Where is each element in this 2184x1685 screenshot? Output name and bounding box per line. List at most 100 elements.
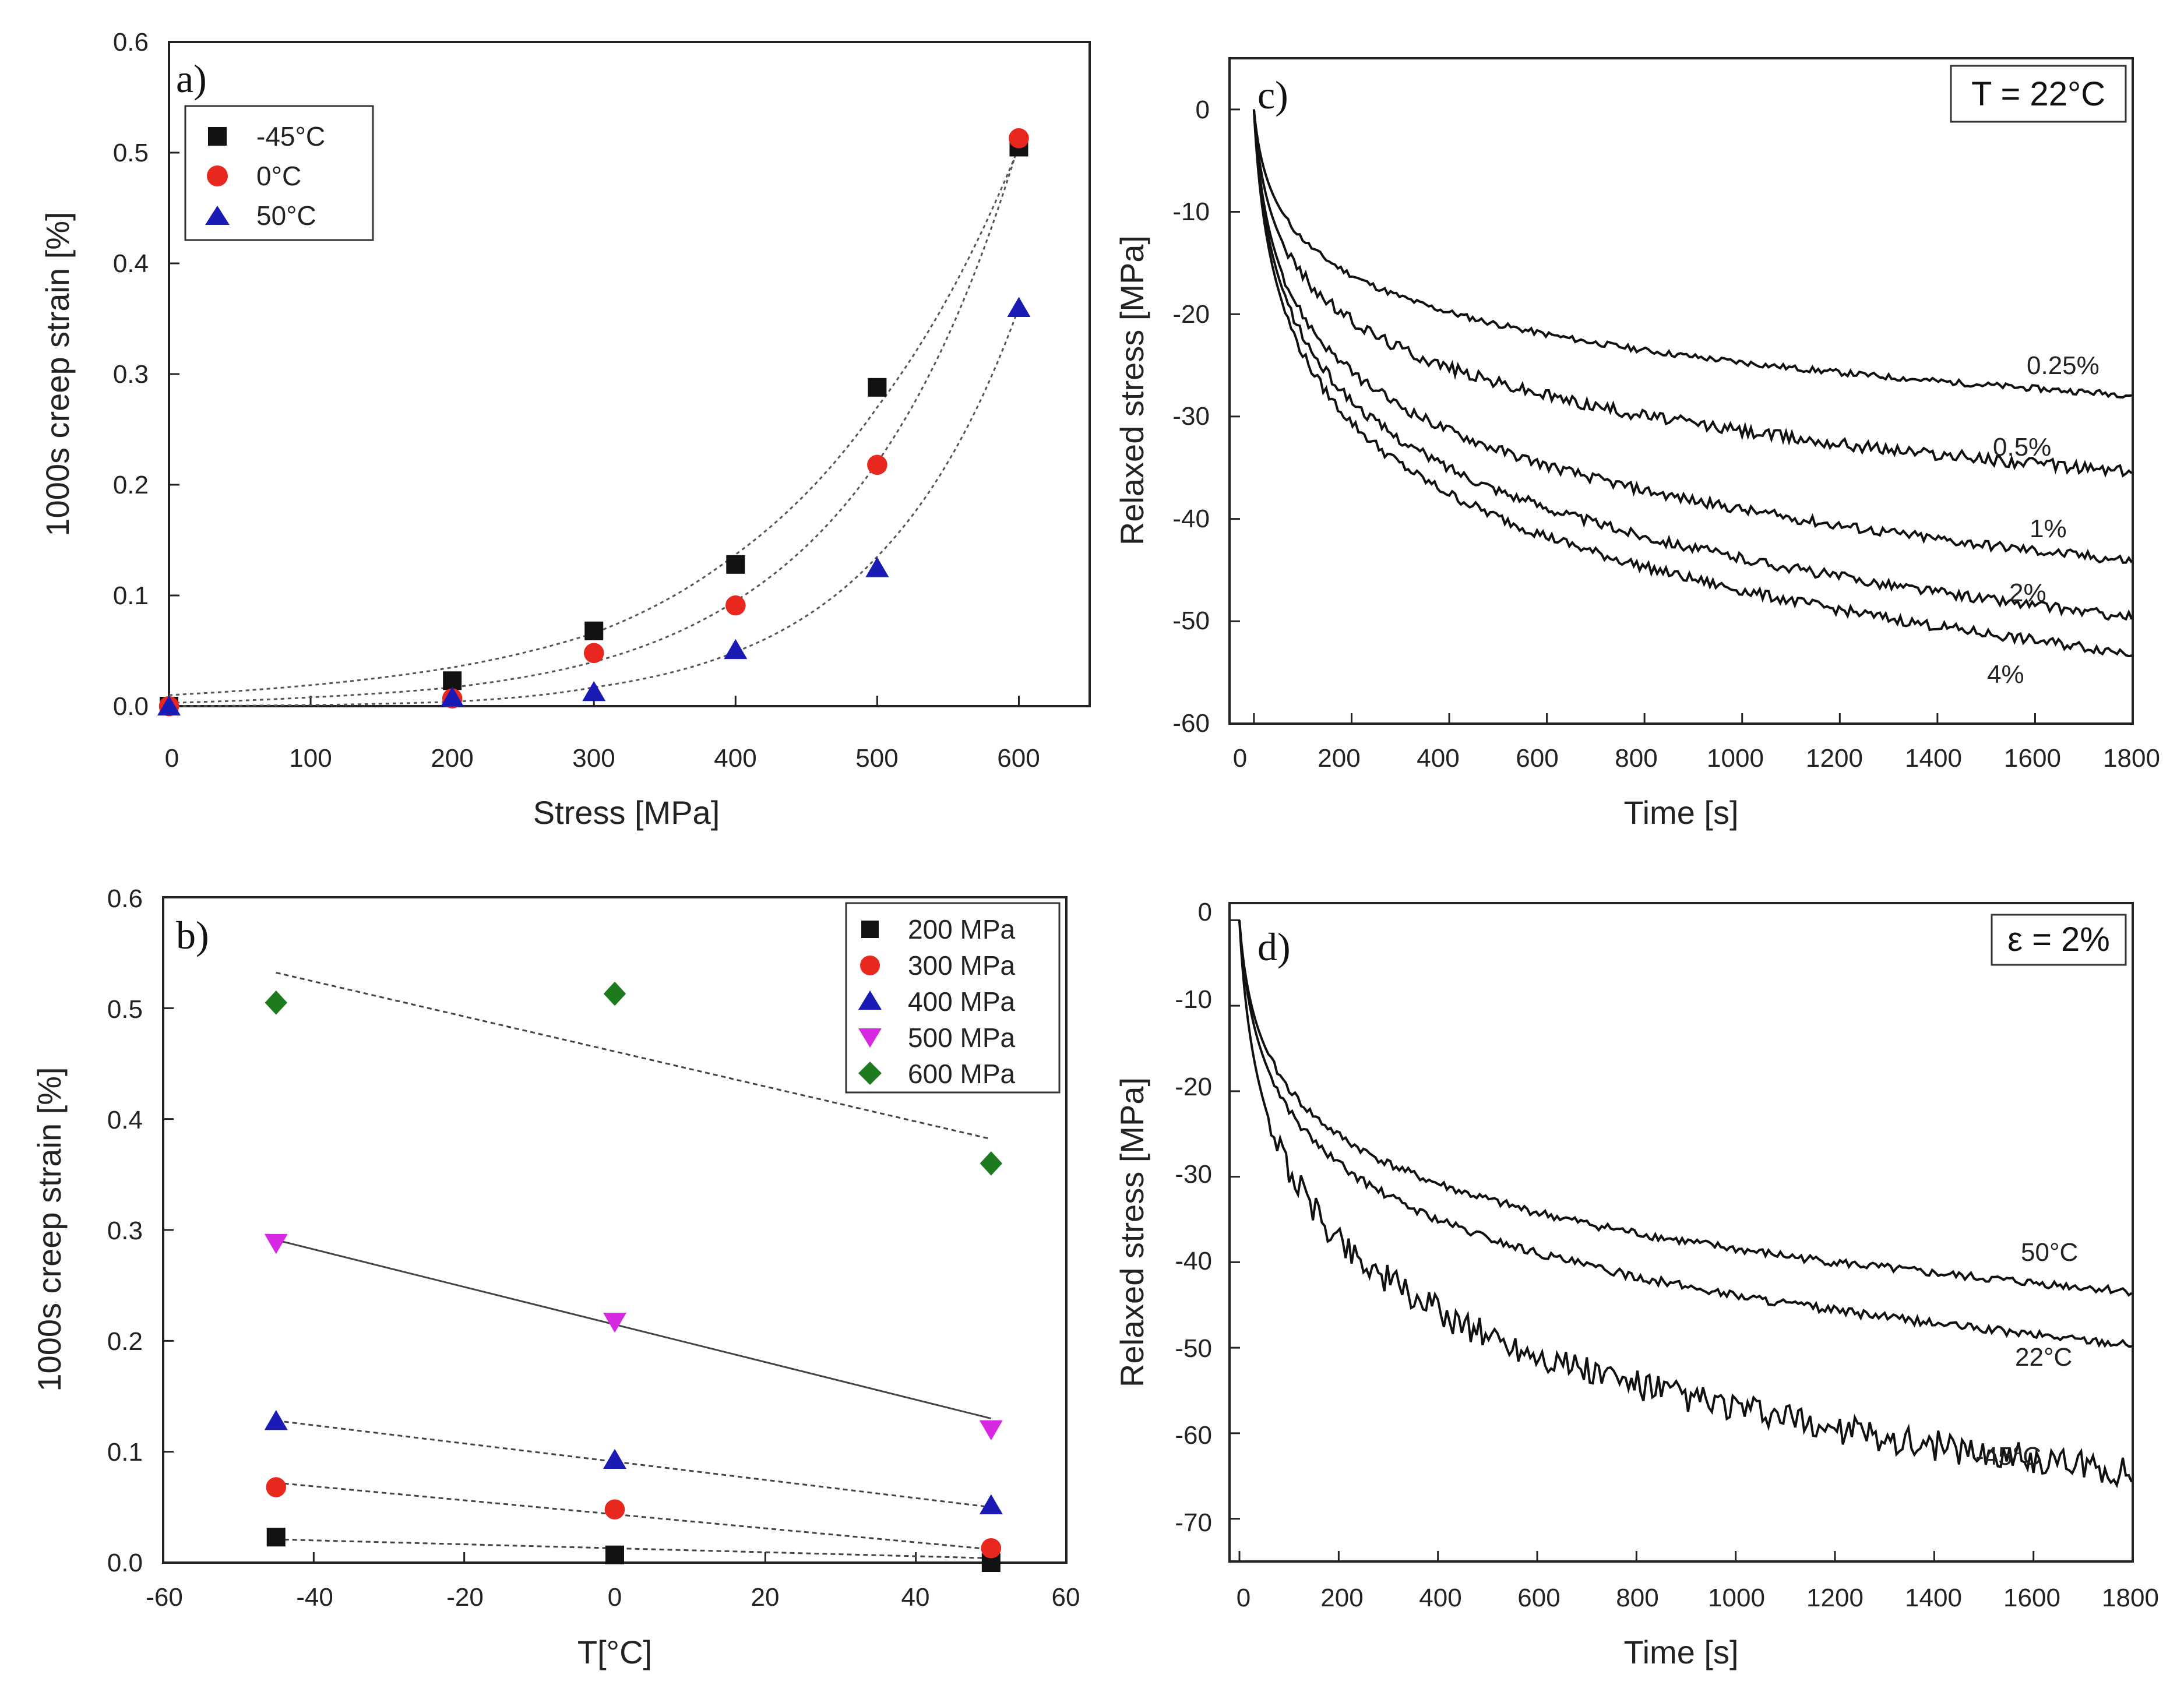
panel-b-ylabel: 1000s creep strain [%] bbox=[31, 1067, 68, 1391]
data-point-triangle bbox=[865, 557, 889, 577]
panel-d-xtick: 1400 bbox=[1905, 1584, 1962, 1612]
panel-d-ytick: -30 bbox=[1175, 1160, 1212, 1189]
fit-line bbox=[276, 1538, 991, 1559]
panel-a-xtick: 100 bbox=[289, 744, 332, 773]
panel-c-ytick: -30 bbox=[1172, 402, 1210, 431]
panel-d-xtick: 1000 bbox=[1708, 1584, 1765, 1612]
panel-c-annotation: T = 22°C bbox=[1950, 65, 2127, 123]
panel-b-fit-lines bbox=[276, 971, 992, 1559]
curve-label: 0.25% bbox=[2027, 351, 2100, 380]
panel-a-ytick: 0.4 bbox=[113, 249, 149, 278]
legend-entry: 600 MPa bbox=[908, 1059, 1016, 1089]
panel-d-xtick: 1200 bbox=[1806, 1584, 1864, 1612]
data-point-triangle bbox=[157, 695, 181, 715]
panel-a-legend: -45°C 0°C 50°C bbox=[184, 105, 374, 241]
panel-d-xtick: 600 bbox=[1517, 1584, 1560, 1612]
legend-triangle-down-icon bbox=[858, 1028, 882, 1048]
panel-b-ytick: 0.5 bbox=[107, 995, 143, 1024]
panel-b-xtick: -40 bbox=[296, 1583, 333, 1612]
panel-c-xtick: 1000 bbox=[1707, 744, 1764, 773]
data-point-triangle-down bbox=[264, 1233, 288, 1254]
panel-d-curves bbox=[1238, 920, 2133, 1489]
panel-b-data-points bbox=[264, 981, 1003, 1572]
curve-label: 1% bbox=[2030, 514, 2067, 543]
panel-d-xtick: 800 bbox=[1616, 1584, 1658, 1612]
relaxation-curve bbox=[1252, 109, 2133, 564]
panel-c-label: c) bbox=[1257, 73, 1288, 117]
curve-label: 50°C bbox=[2021, 1238, 2078, 1267]
annotation-box bbox=[1991, 914, 2127, 966]
relaxation-curve bbox=[1252, 109, 2132, 658]
panel-c: 0 200 400 600 800 1000 1200 1400 1600 18… bbox=[1114, 57, 2160, 831]
panel-a-ytick: 0.3 bbox=[113, 360, 149, 389]
panel-d-ytick: -60 bbox=[1175, 1421, 1212, 1450]
curve-label: 2% bbox=[2009, 579, 2046, 607]
legend-diamond-icon bbox=[858, 1062, 882, 1085]
panel-c-xtick: 1600 bbox=[2004, 744, 2061, 773]
panel-d-xtick: 400 bbox=[1419, 1584, 1461, 1612]
annotation-text: T = 22°C bbox=[1971, 75, 2105, 113]
data-point-triangle bbox=[264, 1409, 288, 1430]
panel-d-xtick: 200 bbox=[1320, 1584, 1363, 1612]
panel-c-ytick: -20 bbox=[1172, 300, 1210, 329]
annotation-box bbox=[1950, 65, 2127, 123]
relaxation-curve bbox=[1238, 920, 2133, 1297]
panel-c-ytick: 0 bbox=[1196, 96, 1210, 124]
data-point-circle bbox=[981, 1538, 1002, 1559]
legend-square-icon bbox=[861, 921, 879, 938]
panel-d-ticks bbox=[1230, 919, 2134, 1561]
data-point-square bbox=[605, 1545, 624, 1564]
panel-b-ytick: 0.3 bbox=[107, 1217, 143, 1245]
data-point-triangle bbox=[1007, 297, 1031, 317]
panel-c-ytick: -40 bbox=[1172, 505, 1210, 533]
curve-label: 0.5% bbox=[1993, 433, 2051, 461]
panel-c-xtick: 200 bbox=[1318, 744, 1360, 773]
panel-a-xtick: 200 bbox=[431, 744, 473, 773]
panel-a-ytick: 0.1 bbox=[113, 581, 149, 610]
panel-d-annotation: ε = 2% bbox=[1991, 914, 2127, 966]
data-point-square bbox=[726, 555, 745, 574]
data-point-circle bbox=[604, 1499, 625, 1520]
relaxation-curve bbox=[1252, 109, 2132, 399]
legend-entry: 500 MPa bbox=[908, 1023, 1016, 1053]
panel-b: -60 -40 -20 0 20 40 60 0.0 0.1 0.2 0.3 0… bbox=[31, 884, 1080, 1670]
panel-b-xtick: 60 bbox=[1052, 1583, 1080, 1612]
panel-d-ytick: -10 bbox=[1175, 985, 1212, 1014]
panel-a-data-points bbox=[157, 128, 1031, 717]
panel-d: 0 200 400 600 800 1000 1200 1400 1600 18… bbox=[1114, 898, 2159, 1670]
panel-b-label: b) bbox=[176, 913, 209, 957]
panel-a-ytick: 0.6 bbox=[113, 28, 149, 57]
data-point-diamond bbox=[265, 990, 287, 1015]
panel-d-ytick: -20 bbox=[1175, 1073, 1212, 1101]
panel-b-ytick: 0.2 bbox=[107, 1327, 143, 1356]
panel-d-ytick: -40 bbox=[1175, 1247, 1212, 1275]
data-point-square bbox=[868, 378, 887, 397]
panel-d-xtick: 1800 bbox=[2102, 1584, 2159, 1612]
panel-c-frame bbox=[1228, 57, 2134, 725]
fit-line bbox=[276, 1419, 992, 1508]
relaxation-curve bbox=[1238, 920, 2132, 1348]
legend-entry: 200 MPa bbox=[908, 914, 1016, 944]
panel-b-ytick: 0.0 bbox=[107, 1549, 143, 1577]
panel-c-xtick: 0 bbox=[1233, 744, 1247, 773]
legend-entry: 50°C bbox=[256, 200, 316, 231]
legend-entry: 400 MPa bbox=[908, 986, 1016, 1017]
relaxation-curve bbox=[1252, 109, 2133, 478]
panel-d-ylabel: Relaxed stress [MPa] bbox=[1114, 1077, 1150, 1387]
legend-entry: -45°C bbox=[256, 121, 325, 151]
panel-b-xtick: 0 bbox=[608, 1583, 622, 1612]
panel-b-legend: 200 MPa 300 MPa 400 MPa 500 MPa 600 MPa bbox=[845, 902, 1061, 1094]
data-point-circle bbox=[266, 1477, 287, 1497]
legend-triangle-icon bbox=[858, 990, 882, 1010]
curve-label: 22°C bbox=[2015, 1343, 2072, 1372]
panel-d-xlabel: Time [s] bbox=[1623, 1634, 1738, 1670]
panel-d-ytick: -50 bbox=[1175, 1334, 1212, 1363]
data-point-circle bbox=[1009, 128, 1029, 149]
legend-box bbox=[845, 902, 1061, 1094]
panel-c-curves bbox=[1252, 109, 2133, 658]
data-point-diamond bbox=[603, 981, 626, 1006]
panel-c-xtick: 600 bbox=[1516, 744, 1558, 773]
legend-triangle-icon bbox=[205, 206, 230, 225]
data-point-square bbox=[584, 621, 604, 640]
legend-entry: 0°C bbox=[256, 161, 301, 191]
